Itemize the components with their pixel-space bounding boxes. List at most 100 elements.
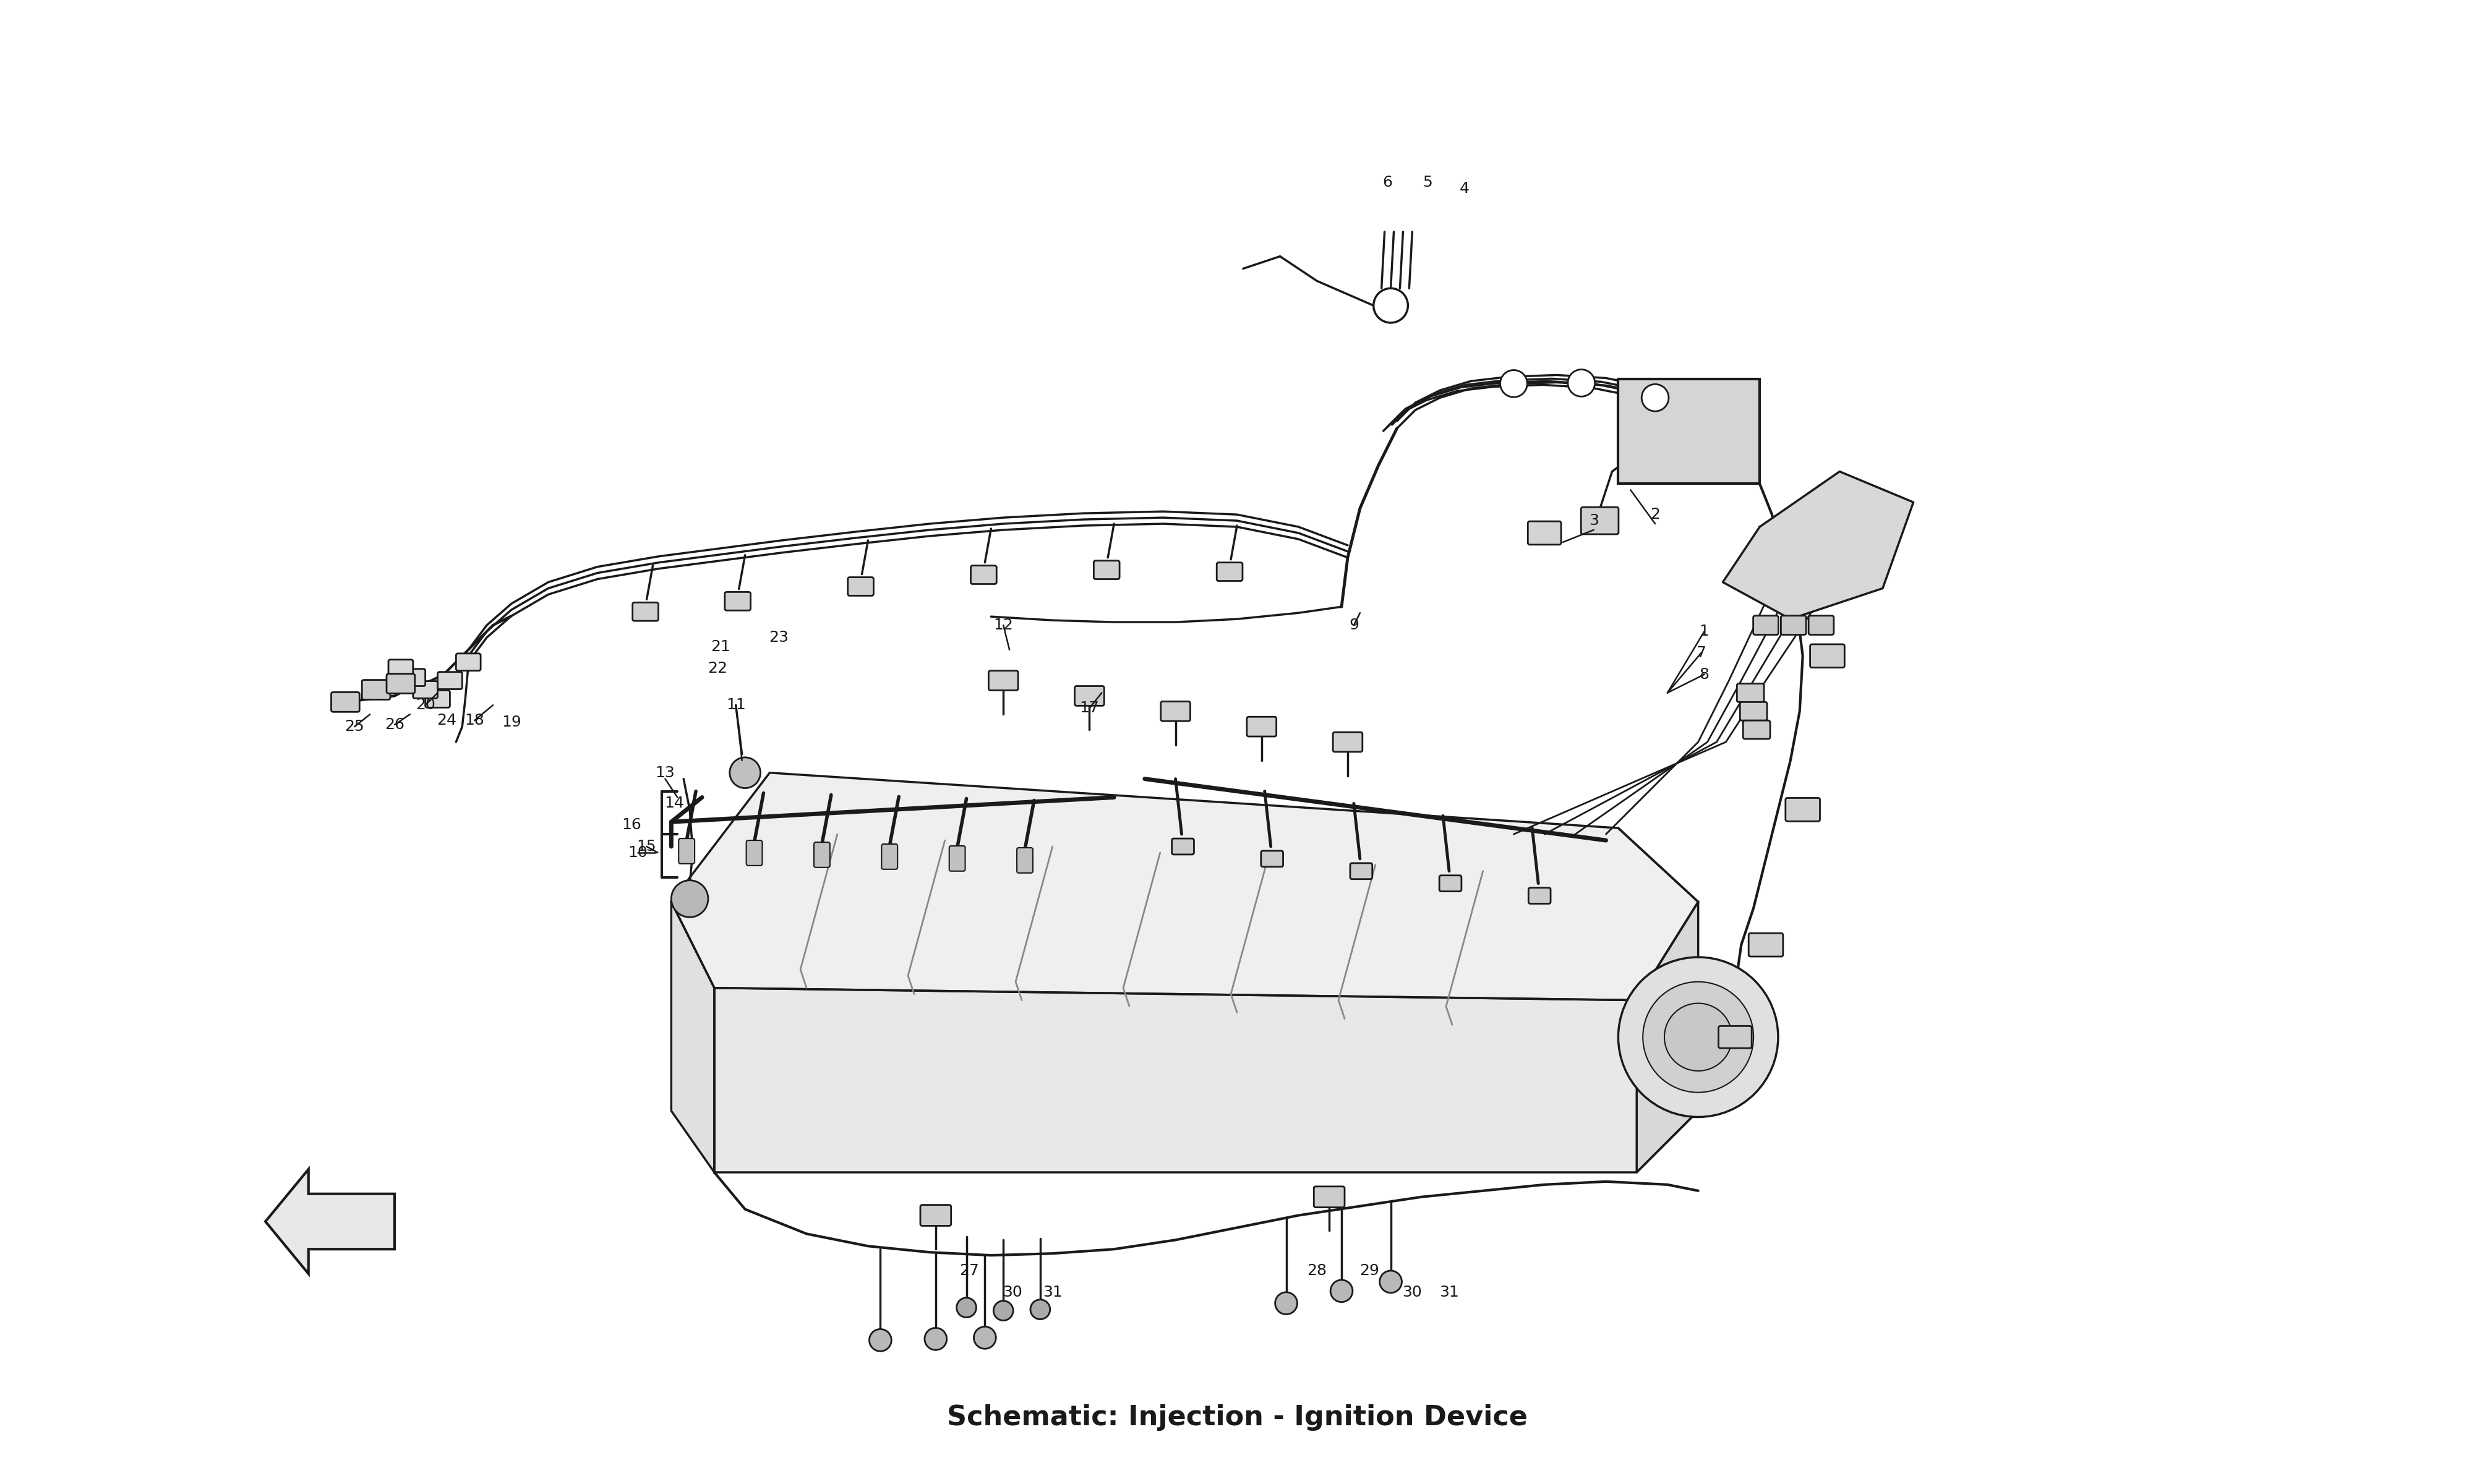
FancyBboxPatch shape [1351,864,1373,879]
FancyBboxPatch shape [1786,798,1821,821]
FancyBboxPatch shape [386,674,416,693]
FancyBboxPatch shape [990,671,1019,690]
Text: 14: 14 [666,795,685,810]
Circle shape [1331,1279,1353,1301]
FancyBboxPatch shape [678,838,695,864]
FancyBboxPatch shape [1811,644,1846,668]
Circle shape [957,1297,977,1318]
FancyBboxPatch shape [413,681,438,699]
FancyBboxPatch shape [1314,1187,1343,1208]
Text: 31: 31 [1042,1285,1061,1300]
Circle shape [730,757,760,788]
Text: 8: 8 [1700,666,1710,681]
Text: 21: 21 [710,640,730,654]
Text: 9: 9 [1348,617,1358,632]
FancyBboxPatch shape [361,680,391,699]
Polygon shape [1722,472,1912,619]
Text: 20: 20 [416,697,435,712]
Circle shape [1665,1003,1732,1071]
FancyBboxPatch shape [1173,838,1195,855]
FancyBboxPatch shape [1440,876,1462,892]
Text: 2: 2 [1650,508,1660,522]
FancyBboxPatch shape [747,840,762,865]
Text: 29: 29 [1358,1263,1378,1278]
FancyBboxPatch shape [1094,561,1121,579]
Polygon shape [670,902,715,1172]
Circle shape [1499,370,1526,398]
Text: 22: 22 [708,660,727,675]
Text: 17: 17 [1079,700,1098,715]
Circle shape [1380,1270,1403,1293]
Text: 10: 10 [628,846,648,861]
Circle shape [975,1327,997,1349]
FancyBboxPatch shape [814,843,829,868]
Polygon shape [670,773,1697,1000]
Circle shape [670,880,708,917]
FancyBboxPatch shape [388,659,413,677]
Text: 6: 6 [1383,175,1393,190]
Circle shape [1569,370,1596,396]
Text: 28: 28 [1306,1263,1326,1278]
Text: 5: 5 [1423,175,1432,190]
FancyBboxPatch shape [1529,887,1551,904]
Polygon shape [265,1169,393,1273]
FancyBboxPatch shape [1737,684,1764,702]
Text: 12: 12 [995,617,1014,632]
Text: 31: 31 [1440,1285,1460,1300]
Text: 27: 27 [960,1263,980,1278]
FancyBboxPatch shape [438,672,463,689]
FancyBboxPatch shape [1808,616,1833,635]
Text: 25: 25 [344,720,364,735]
Text: 13: 13 [656,766,675,781]
FancyBboxPatch shape [401,669,426,686]
FancyBboxPatch shape [1529,521,1561,545]
FancyBboxPatch shape [1247,717,1277,736]
Circle shape [1373,288,1408,322]
Text: 18: 18 [465,714,485,729]
Text: 7: 7 [1697,646,1707,660]
Text: 1: 1 [1700,623,1710,638]
Text: 30: 30 [1002,1285,1022,1300]
Circle shape [1643,384,1667,411]
FancyBboxPatch shape [1262,850,1284,867]
FancyBboxPatch shape [1581,508,1618,534]
FancyBboxPatch shape [970,565,997,585]
FancyBboxPatch shape [1754,616,1779,635]
FancyBboxPatch shape [849,577,873,595]
Bar [1618,380,1759,484]
Text: 26: 26 [383,717,403,732]
Polygon shape [715,988,1697,1172]
FancyBboxPatch shape [1749,933,1784,957]
FancyBboxPatch shape [1074,686,1103,706]
FancyBboxPatch shape [881,844,898,870]
Circle shape [925,1328,948,1350]
FancyBboxPatch shape [725,592,750,610]
Circle shape [868,1330,891,1352]
FancyBboxPatch shape [1719,1025,1752,1048]
FancyBboxPatch shape [332,692,359,712]
Circle shape [1029,1300,1049,1319]
FancyBboxPatch shape [455,653,480,671]
Circle shape [995,1301,1014,1321]
Text: 15: 15 [636,838,656,853]
FancyBboxPatch shape [1160,702,1190,721]
FancyBboxPatch shape [920,1205,950,1226]
FancyBboxPatch shape [1744,721,1769,739]
FancyBboxPatch shape [1217,562,1242,580]
FancyBboxPatch shape [1781,616,1806,635]
Circle shape [1274,1293,1296,1315]
Circle shape [1643,982,1754,1092]
FancyBboxPatch shape [1333,732,1363,752]
Text: 19: 19 [502,715,522,730]
Text: 30: 30 [1403,1285,1423,1300]
FancyBboxPatch shape [426,690,450,708]
Text: 24: 24 [438,714,458,729]
FancyBboxPatch shape [633,603,658,620]
Text: Schematic: Injection - Ignition Device: Schematic: Injection - Ignition Device [948,1404,1526,1431]
FancyBboxPatch shape [1017,847,1032,873]
Circle shape [1618,957,1779,1117]
Text: 4: 4 [1460,181,1470,196]
Polygon shape [1618,828,1697,1172]
Text: 11: 11 [725,697,745,712]
FancyBboxPatch shape [950,846,965,871]
